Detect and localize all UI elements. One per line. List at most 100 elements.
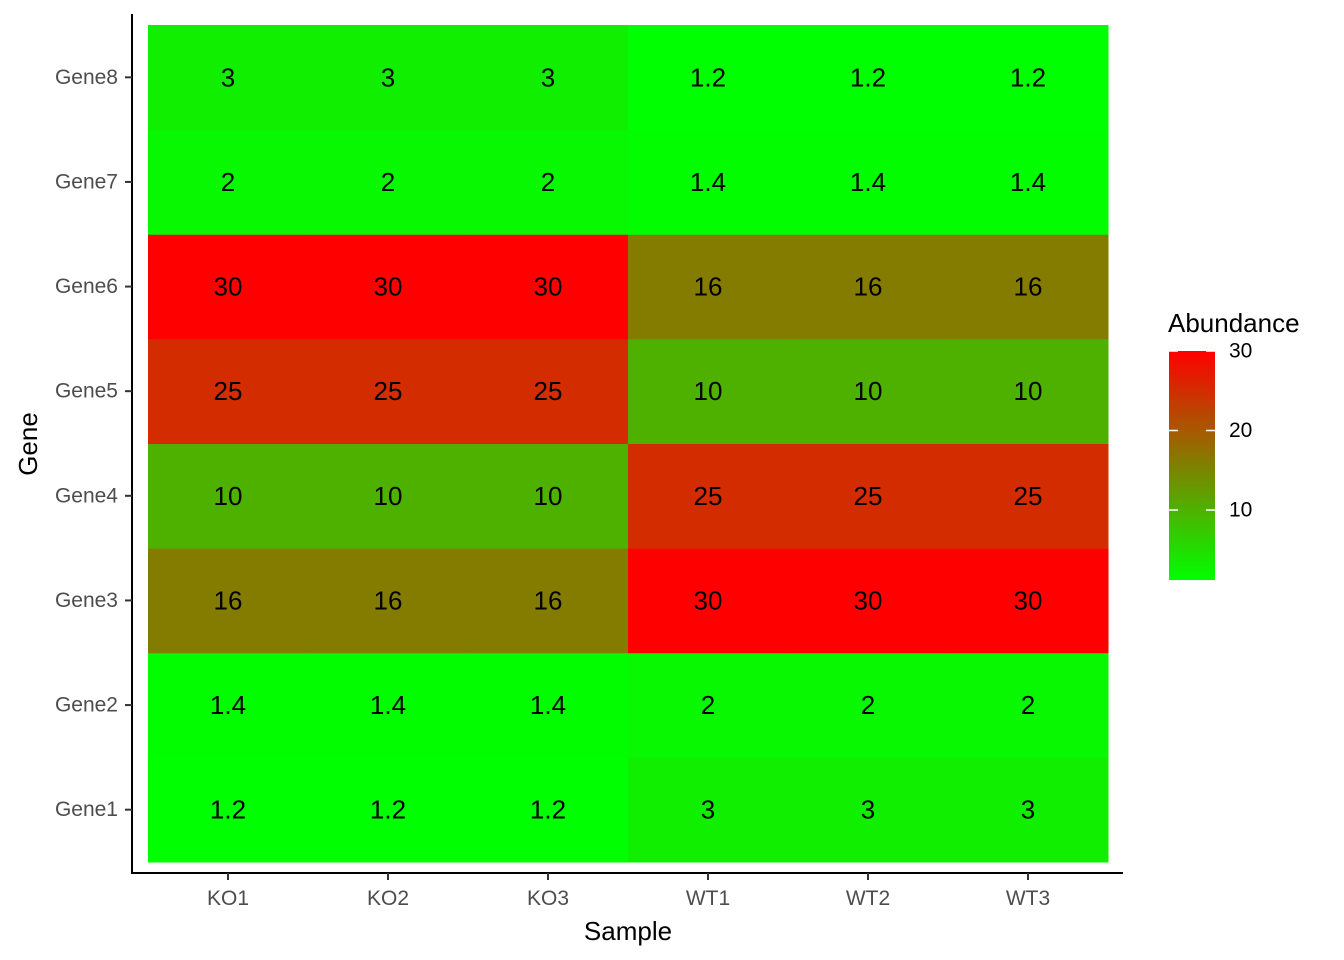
- cell-value-label: 1.2: [1010, 62, 1046, 92]
- cell-value-label: 3: [221, 62, 235, 92]
- y-tick-label: Gene8: [55, 66, 118, 89]
- cell-value-label: 3: [701, 795, 715, 825]
- cell-value-label: 25: [534, 376, 563, 406]
- x-tick-label: KO2: [367, 887, 409, 910]
- y-axis-ticks: Gene1 Gene2 Gene3 Gene4 Gene5 Gene6 Gene7 Gene8: [55, 66, 132, 821]
- legend: Abundance 10 20 30: [1168, 308, 1300, 580]
- y-tick-label: Gene3: [55, 589, 118, 612]
- legend-ticks: 10 20 30: [1169, 340, 1252, 522]
- y-tick-label: Gene6: [55, 275, 118, 298]
- cell-value-label: 10: [1014, 376, 1043, 406]
- heatmap-cell: [308, 338, 469, 444]
- cell-value-label: 2: [701, 690, 715, 720]
- cell-value-label: 25: [214, 376, 243, 406]
- y-tick-label: Gene5: [55, 380, 118, 403]
- heatmap-cell: [148, 757, 309, 863]
- heatmap-cell: [628, 757, 789, 863]
- cell-value-label: 1.4: [1010, 167, 1046, 197]
- cell-value-label: 25: [374, 376, 403, 406]
- heatmap-cell: [468, 129, 629, 235]
- heatmap-cell-labels: 1.2 1.2 1.2 3 3 3 1.4 1.4 1.4 2 2 2 16 16 16 30 30 30 10 10…: [210, 62, 1046, 824]
- cell-value-label: 10: [374, 481, 403, 511]
- cell-value-label: 30: [1014, 585, 1043, 615]
- cell-value-label: 1.2: [370, 795, 406, 825]
- cell-value-label: 2: [1021, 690, 1035, 720]
- heatmap-cells: [148, 25, 1109, 863]
- heatmap-cell: [628, 338, 789, 444]
- heatmap-cell: [628, 25, 789, 131]
- cell-value-label: 1.2: [690, 62, 726, 92]
- cell-value-label: 1.4: [370, 690, 406, 720]
- heatmap-cell: [468, 652, 629, 758]
- x-tick-label: KO1: [207, 887, 249, 910]
- y-tick-label: Gene7: [55, 170, 118, 193]
- heatmap-cell: [788, 129, 949, 235]
- heatmap-cell: [308, 129, 469, 235]
- cell-value-label: 10: [694, 376, 723, 406]
- cell-value-label: 16: [854, 272, 883, 302]
- heatmap-cell: [148, 234, 309, 340]
- cell-value-label: 2: [381, 167, 395, 197]
- cell-value-label: 3: [541, 62, 555, 92]
- heatmap-cell: [308, 25, 469, 131]
- cell-value-label: 1.2: [850, 62, 886, 92]
- legend-colorbar: [1169, 351, 1215, 580]
- heatmap-cell: [468, 25, 629, 131]
- heatmap-cell: [468, 234, 629, 340]
- cell-value-label: 1.2: [530, 795, 566, 825]
- cell-value-label: 16: [1014, 272, 1043, 302]
- legend-title: Abundance: [1168, 308, 1300, 338]
- legend-tick-label: 20: [1229, 419, 1252, 442]
- cell-value-label: 25: [694, 481, 723, 511]
- y-tick-label: Gene4: [55, 484, 118, 507]
- cell-value-label: 25: [854, 481, 883, 511]
- heatmap-cell: [628, 443, 789, 549]
- cell-value-label: 30: [854, 585, 883, 615]
- heatmap-cell: [148, 548, 309, 654]
- cell-value-label: 2: [541, 167, 555, 197]
- y-axis-title: Gene: [13, 412, 43, 476]
- heatmap-cell: [148, 652, 309, 758]
- heatmap-cell: [788, 338, 949, 444]
- heatmap-cell: [948, 234, 1109, 340]
- heatmap-cell: [148, 338, 309, 444]
- x-tick-label: WT2: [846, 887, 890, 910]
- cell-value-label: 3: [861, 795, 875, 825]
- cell-value-label: 30: [694, 585, 723, 615]
- cell-value-label: 30: [374, 272, 403, 302]
- heatmap-cell: [948, 548, 1109, 654]
- cell-value-label: 1.4: [850, 167, 886, 197]
- heatmap-cell: [948, 443, 1109, 549]
- heatmap-cell: [948, 129, 1109, 235]
- legend-tick-label: 10: [1229, 499, 1252, 522]
- heatmap-cell: [628, 129, 789, 235]
- heatmap-cell: [628, 234, 789, 340]
- cell-value-label: 3: [1021, 795, 1035, 825]
- heatmap-cell: [308, 757, 469, 863]
- x-tick-label: WT3: [1006, 887, 1050, 910]
- heatmap-cell: [948, 338, 1109, 444]
- heatmap-cell: [308, 443, 469, 549]
- cell-value-label: 30: [214, 272, 243, 302]
- legend-tick-label: 30: [1229, 340, 1252, 363]
- heatmap-cell: [308, 234, 469, 340]
- cell-value-label: 16: [534, 585, 563, 615]
- cell-value-label: 10: [534, 481, 563, 511]
- x-axis-ticks: KO1 KO2 KO3 WT1 WT2 WT3: [207, 873, 1050, 910]
- heatmap-cell: [148, 443, 309, 549]
- cell-value-label: 16: [694, 272, 723, 302]
- x-tick-label: KO3: [527, 887, 569, 910]
- y-tick-label: Gene1: [55, 798, 118, 821]
- heatmap-cell: [948, 757, 1109, 863]
- heatmap-cell: [628, 652, 789, 758]
- heatmap-cell: [308, 652, 469, 758]
- heatmap-cell: [468, 757, 629, 863]
- cell-value-label: 16: [374, 585, 403, 615]
- heatmap-cell: [148, 129, 309, 235]
- cell-value-label: 1.4: [690, 167, 726, 197]
- heatmap-cell: [788, 757, 949, 863]
- cell-value-label: 2: [221, 167, 235, 197]
- heatmap-cell: [468, 548, 629, 654]
- cell-value-label: 10: [214, 481, 243, 511]
